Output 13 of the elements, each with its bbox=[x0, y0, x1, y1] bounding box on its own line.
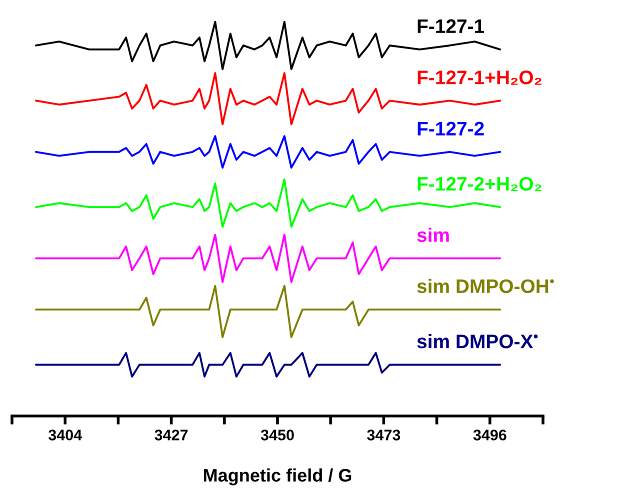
x-tick-label: 3496 bbox=[473, 430, 506, 440]
x-tick-label: 3404 bbox=[48, 430, 82, 440]
series-label: sim bbox=[417, 228, 449, 242]
series-label: F-127-1+H₂O₂ bbox=[418, 70, 542, 85]
series-label: F-127-2+H₂O₂ bbox=[418, 176, 542, 192]
x-tick-label: 3450 bbox=[260, 430, 294, 440]
x-tick-label: 3473 bbox=[367, 430, 400, 440]
series-label: sim DMPO-OH$^{•}$ bbox=[417, 278, 554, 294]
x-axis-title: Magnetic field / G bbox=[204, 468, 352, 486]
series-label: F-127-1 bbox=[418, 19, 484, 33]
x-tick-label: 3427 bbox=[154, 430, 188, 440]
series-label: F-127-2 bbox=[418, 122, 484, 136]
series-label: sim DMPO-X$^{•}$ bbox=[417, 334, 538, 348]
